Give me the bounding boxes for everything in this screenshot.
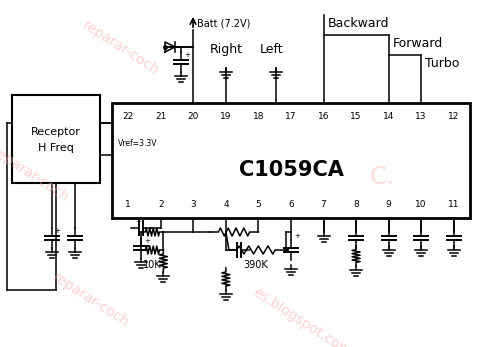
Text: 1: 1 — [125, 200, 131, 209]
Text: es.blogspot.com: es.blogspot.com — [250, 285, 353, 347]
Text: reparar-coch: reparar-coch — [50, 270, 132, 330]
Text: C1059CA: C1059CA — [239, 160, 343, 180]
Text: 12: 12 — [448, 112, 459, 121]
Text: 390K: 390K — [244, 260, 268, 270]
Text: +: + — [55, 228, 61, 234]
Text: Right: Right — [209, 43, 243, 56]
Text: 20: 20 — [188, 112, 199, 121]
Text: 16: 16 — [318, 112, 330, 121]
Text: 5: 5 — [255, 200, 261, 209]
Text: Vref=3.3V: Vref=3.3V — [118, 139, 158, 148]
Text: Backward: Backward — [328, 17, 389, 30]
Text: 21: 21 — [155, 112, 166, 121]
Text: 6: 6 — [288, 200, 294, 209]
Text: Receptor: Receptor — [31, 127, 81, 137]
Text: Turbo: Turbo — [425, 57, 460, 70]
Text: Forward: Forward — [393, 37, 443, 50]
Text: C.: C. — [370, 165, 396, 189]
Text: 10: 10 — [415, 200, 427, 209]
Text: 3: 3 — [190, 200, 196, 209]
Text: 11: 11 — [448, 200, 460, 209]
Text: reparar-coch: reparar-coch — [0, 145, 72, 205]
Text: 22: 22 — [123, 112, 134, 121]
Text: reparar-coch: reparar-coch — [80, 18, 162, 78]
Text: 19: 19 — [220, 112, 232, 121]
Bar — [12, 95, 100, 183]
Text: 7: 7 — [321, 200, 327, 209]
Text: 14: 14 — [383, 112, 394, 121]
Text: 9: 9 — [386, 200, 392, 209]
Text: 13: 13 — [415, 112, 427, 121]
Text: 17: 17 — [285, 112, 297, 121]
Text: 10K: 10K — [143, 260, 162, 270]
Bar — [112, 103, 470, 218]
Text: +: + — [135, 219, 141, 225]
Text: 2: 2 — [158, 200, 164, 209]
Text: +: + — [184, 52, 190, 58]
Text: +: + — [294, 233, 300, 239]
Text: H Freq: H Freq — [38, 143, 74, 153]
Text: Batt (7.2V): Batt (7.2V) — [197, 18, 250, 28]
Text: +: + — [144, 238, 150, 244]
Text: Left: Left — [259, 43, 283, 56]
Text: 8: 8 — [353, 200, 359, 209]
Text: 18: 18 — [252, 112, 264, 121]
Text: 15: 15 — [350, 112, 362, 121]
Text: 4: 4 — [223, 200, 229, 209]
